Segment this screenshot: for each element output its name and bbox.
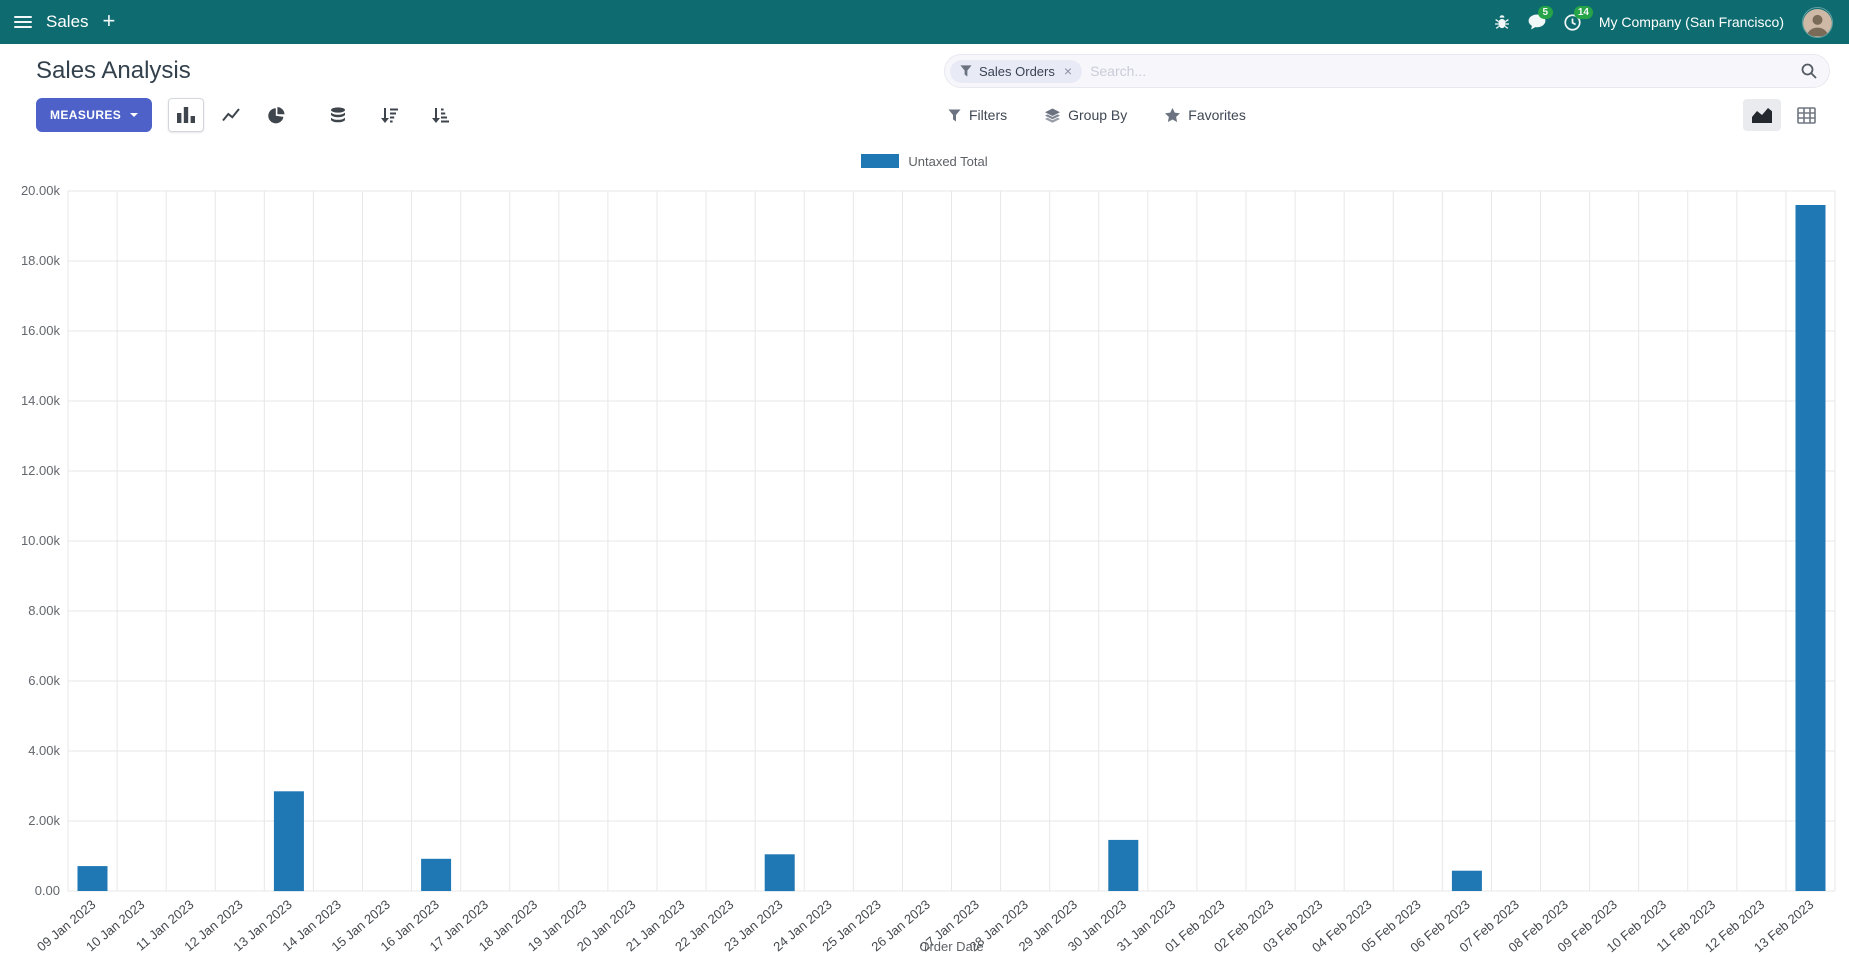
graph-view-switcher[interactable]	[1743, 99, 1781, 131]
legend-swatch	[861, 154, 900, 168]
app-name[interactable]: Sales	[46, 12, 89, 31]
chart-type-line-button[interactable]	[213, 98, 249, 132]
y-axis-tick-label: 2.00k	[28, 813, 60, 828]
bar[interactable]	[1451, 870, 1482, 891]
filters-label: Filters	[969, 107, 1008, 123]
view-switchers	[1743, 99, 1825, 131]
measures-button-label: MEASURES	[50, 108, 122, 122]
messages-count-badge: 5	[1537, 6, 1553, 19]
navbar-left: Sales +	[14, 10, 115, 34]
apps-menu-icon[interactable]	[14, 15, 32, 29]
bar[interactable]	[421, 858, 452, 891]
chart-legend[interactable]: Untaxed Total	[0, 140, 1849, 182]
control-panel-row-top: Sales Analysis Sales Orders ×	[36, 52, 1830, 90]
chart-type-pie-button[interactable]	[258, 98, 294, 132]
x-axis-title: Order Date	[919, 939, 983, 954]
search-bar[interactable]: Sales Orders ×	[944, 54, 1830, 88]
bar[interactable]	[273, 791, 304, 892]
search-icon[interactable]	[1801, 63, 1817, 79]
group-by-button[interactable]: Group By	[1045, 107, 1127, 123]
favorites-button[interactable]: Favorites	[1165, 107, 1246, 123]
search-input[interactable]	[1090, 63, 1793, 79]
chart-type-bar-button[interactable]	[168, 98, 205, 132]
chart-area: Untaxed Total 0.00 2.00k 4.00k 6.00k 8.00k 10…	[0, 140, 1849, 958]
facet-remove-icon[interactable]: ×	[1063, 63, 1073, 79]
debug-bug-icon[interactable]	[1494, 14, 1510, 30]
y-axis-tick-label: 8.00k	[28, 603, 60, 618]
bar[interactable]	[1795, 205, 1826, 891]
page-title: Sales Analysis	[36, 57, 191, 84]
y-axis-tick-label: 16.00k	[21, 323, 61, 338]
y-axis-tick-label: 18.00k	[21, 253, 61, 268]
favorites-label: Favorites	[1188, 107, 1246, 123]
control-panel: Sales Analysis Sales Orders × MEASURES	[0, 44, 1849, 140]
y-axis-tick-label: 12.00k	[21, 463, 61, 478]
stacked-toggle-button[interactable]	[320, 98, 356, 132]
user-avatar[interactable]	[1802, 6, 1833, 38]
search-options: Filters Group By Favorites	[948, 98, 1246, 132]
bar[interactable]	[1108, 839, 1139, 891]
company-switcher[interactable]: My Company (San Francisco)	[1598, 14, 1784, 30]
y-axis-tick-label: 6.00k	[28, 673, 60, 688]
sort-descending-button[interactable]	[371, 98, 407, 132]
y-axis-tick-label: 14.00k	[21, 393, 61, 408]
measures-button[interactable]: MEASURES	[36, 98, 153, 132]
y-axis-tick-label: 10.00k	[21, 533, 61, 548]
layers-icon	[1045, 107, 1061, 123]
plus-icon[interactable]: +	[102, 8, 116, 33]
star-icon	[1165, 108, 1181, 122]
search-facet-label: Sales Orders	[979, 63, 1055, 79]
navbar-right: 5 14 My Company (San Francisco)	[1494, 5, 1833, 38]
y-axis-tick-label: 0.00	[35, 883, 60, 898]
control-panel-row-bottom: MEASURES	[36, 96, 1830, 134]
messages-icon[interactable]: 5	[1528, 6, 1553, 30]
pivot-view-switcher[interactable]	[1787, 99, 1825, 131]
y-axis-tick-label: 20.00k	[21, 183, 61, 198]
activities-count-badge: 14	[1573, 5, 1593, 19]
sort-ascending-button[interactable]	[422, 98, 458, 132]
y-axis-tick-label: 4.00k	[28, 743, 60, 758]
sales-analysis-bar-chart: 0.00 2.00k 4.00k 6.00k 8.00k 10.00k 12.00k 14.0…	[21, 183, 1836, 955]
chart-option-group	[320, 98, 458, 132]
filter-icon	[960, 65, 972, 77]
bar[interactable]	[764, 854, 795, 892]
top-navbar: Sales + 5 14 My Company (San Francisco)	[0, 0, 1849, 44]
filters-button[interactable]: Filters	[948, 107, 1007, 123]
activities-icon[interactable]: 14	[1564, 5, 1593, 31]
chart-type-group	[168, 98, 294, 132]
group-by-label: Group By	[1068, 107, 1128, 123]
legend-label: Untaxed Total	[908, 153, 988, 169]
search-facet-sales-orders[interactable]: Sales Orders ×	[950, 59, 1083, 83]
filter-icon	[948, 108, 961, 122]
bar[interactable]	[77, 866, 108, 891]
chevron-down-icon	[130, 113, 139, 117]
